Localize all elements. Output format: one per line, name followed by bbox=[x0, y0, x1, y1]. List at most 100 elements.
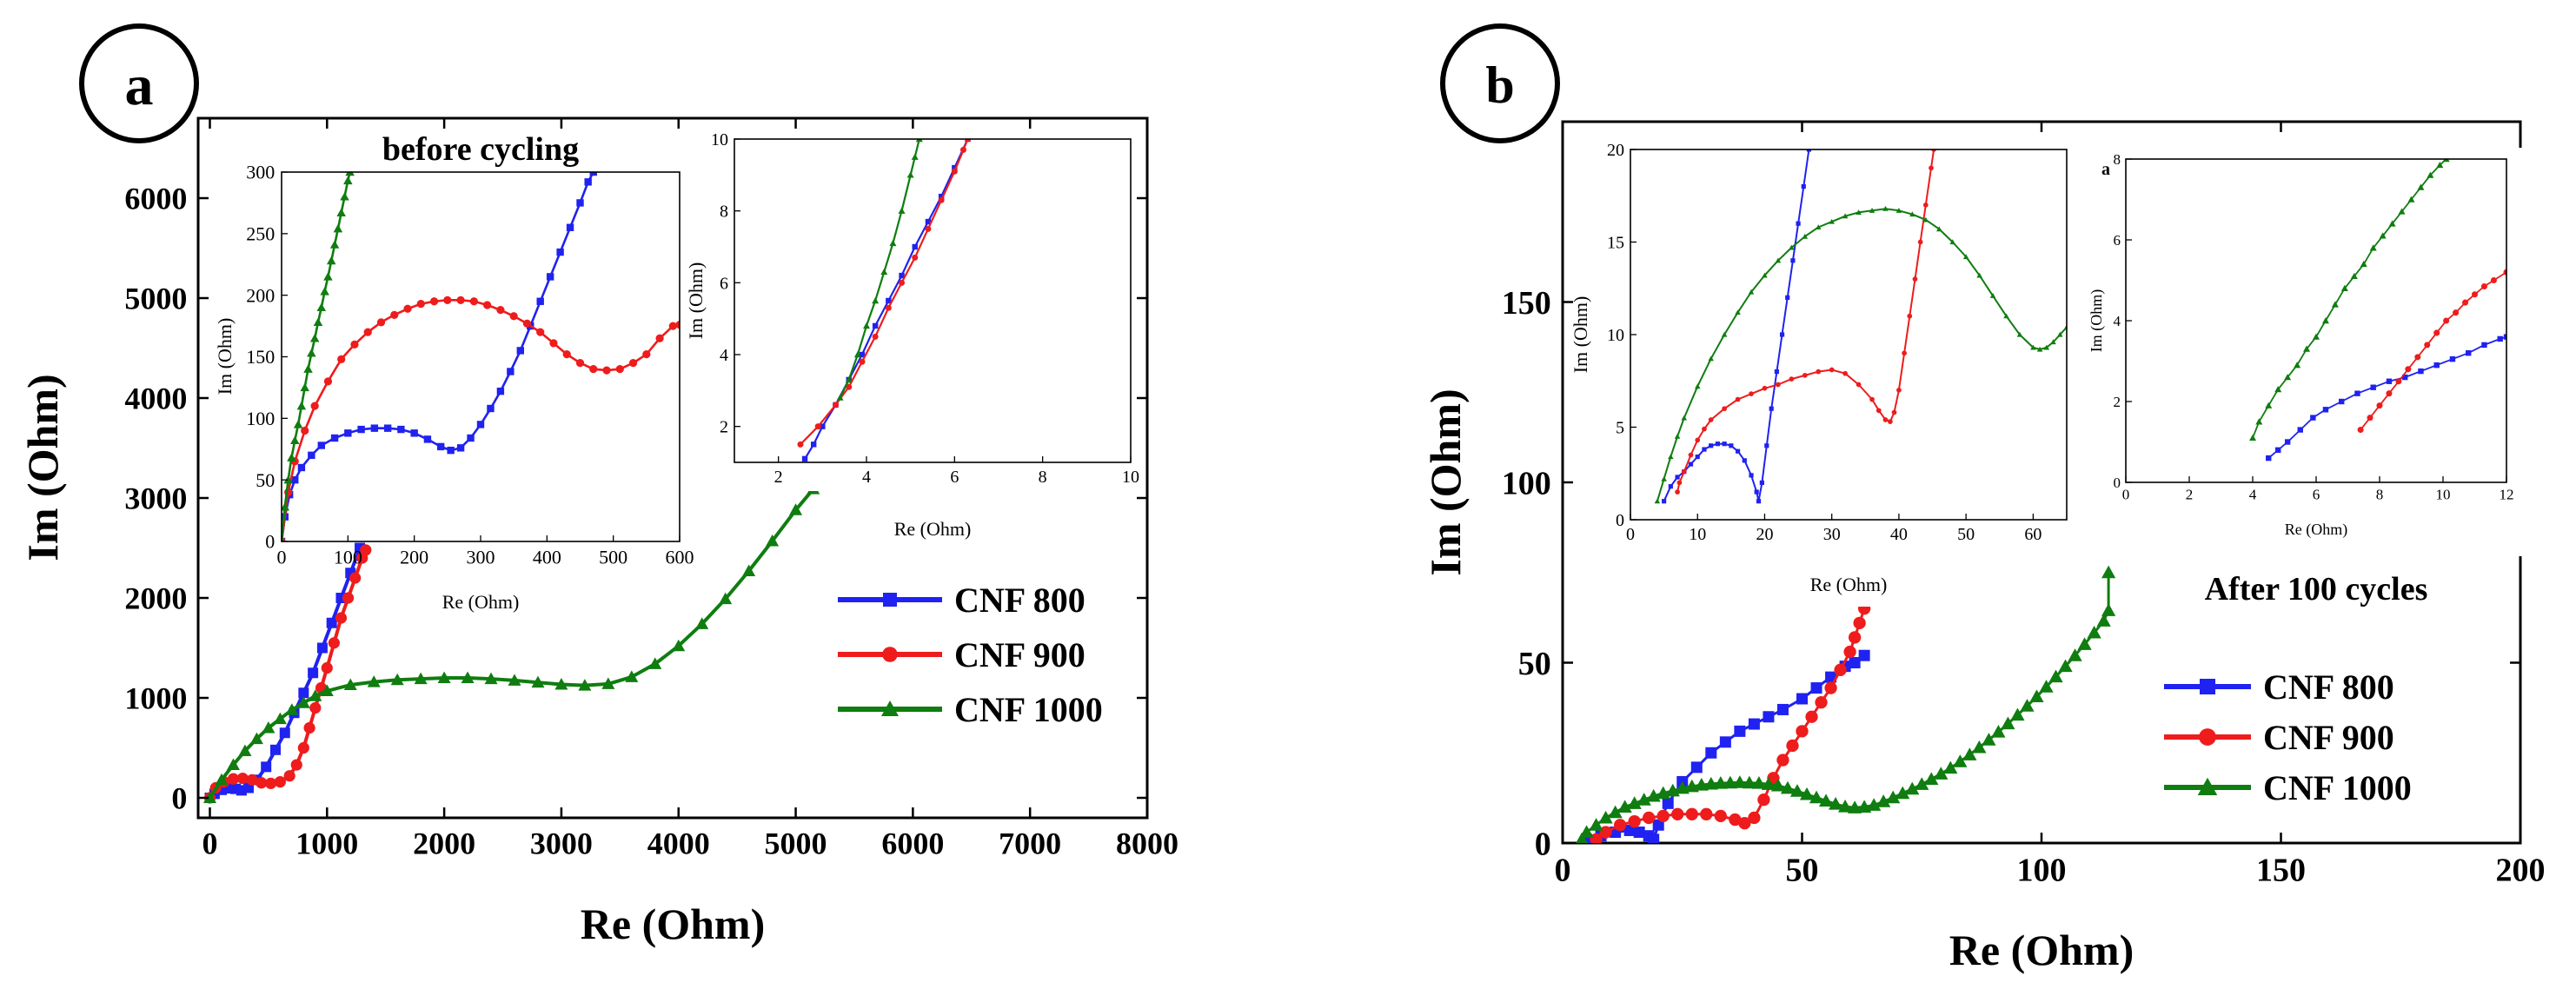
a-main-xtick-label-5000: 5000 bbox=[765, 826, 827, 860]
b-main-cnf-1000-point-32 bbox=[1876, 794, 1891, 807]
b-inset-2-ytick-label-0: 0 bbox=[2114, 475, 2121, 491]
b-inset-1-cnf-1000-point-11 bbox=[1775, 257, 1782, 263]
b-main-cnf-1000-point-46 bbox=[2010, 707, 2025, 721]
b-inset-1-cnf-900-point-11 bbox=[1776, 382, 1781, 388]
b-inset-1-cnf-900-point-4 bbox=[1695, 437, 1701, 443]
a-inset-1-cnf-900-point-32 bbox=[675, 321, 680, 329]
b-inset-2-cnf-800-point-1 bbox=[2275, 447, 2281, 453]
b-main-cnf-1000-point-48 bbox=[2029, 689, 2044, 703]
b-inset-2-cnf-1000-point-8 bbox=[2321, 317, 2329, 324]
a-inset-2-cnf-1000-point-3 bbox=[863, 322, 870, 329]
b-main-cnf-800-point-10 bbox=[1690, 761, 1703, 774]
b-inset-2-xtick-label-0: 0 bbox=[2122, 487, 2130, 503]
b-inset-2-cnf-900-point-10 bbox=[2453, 309, 2460, 316]
a-inset-1-cnf-1000-line bbox=[282, 172, 351, 541]
a-inset-2-xlabel: Re (Ohm) bbox=[894, 518, 972, 540]
b-main-cnf-900-point-9 bbox=[1714, 809, 1727, 823]
b-inset-1-ytick-label-5: 5 bbox=[1616, 419, 1624, 438]
b-inset-2-cnf-900-point-8 bbox=[2433, 329, 2440, 336]
b-inset-1-cnf-1000-point-14 bbox=[1815, 224, 1822, 230]
a-inset-1-cnf-900-point-12 bbox=[416, 299, 425, 309]
legend-0-cnf-900-marker bbox=[882, 647, 898, 662]
panel-a-inset-zoom: 2 4 6 8 10 2 4 6 8 10 Re (Ohm) Im (Ohm) bbox=[685, 130, 1139, 540]
a-inset-2-cnf-900-point-6 bbox=[885, 304, 892, 311]
b-inset-1-ytick-label-15: 15 bbox=[1607, 234, 1624, 253]
b-main-cnf-1000-point-19 bbox=[1751, 775, 1767, 789]
b-main-cnf-1000-point-27 bbox=[1828, 797, 1843, 810]
a-main-cnf-900-point-13 bbox=[309, 701, 322, 714]
b-main-cnf-900-point-2 bbox=[1613, 819, 1627, 832]
panel-a-insets-background bbox=[280, 139, 1133, 541]
b-inset-1-cnf-1000-point-25 bbox=[1962, 254, 1969, 260]
b-inset-2-xtick-label-10: 10 bbox=[2436, 487, 2451, 503]
a-main-cnf-1000-point-27 bbox=[719, 592, 733, 605]
b-inset-2-cnf-900-point-15 bbox=[2503, 269, 2506, 276]
a-inset-1-cnf-1000-point-13 bbox=[320, 287, 329, 295]
b-main-ytick-label-150: 150 bbox=[1502, 285, 1551, 322]
b-main-cnf-1000-point-26 bbox=[1818, 793, 1834, 807]
b-inset-1-cnf-1000-point-28 bbox=[2003, 313, 2009, 319]
b-main-cnf-1000-point-39 bbox=[1943, 760, 1958, 774]
b-inset-2-cnf-800-point-12 bbox=[2433, 362, 2440, 369]
b-main-cnf-900-point-13 bbox=[1757, 793, 1770, 807]
b-inset-1-cnf-800-point-9 bbox=[1722, 442, 1727, 447]
b-inset-1-cnf-900-point-5 bbox=[1702, 426, 1707, 432]
a-inset-1-cnf-1000-point-15 bbox=[327, 256, 336, 265]
b-inset-1-cnf-1000-point-32 bbox=[2043, 344, 2050, 350]
a-inset-1-cnf-900-point-26 bbox=[602, 366, 611, 375]
b-inset-2-series bbox=[2249, 159, 2506, 461]
b-main-cnf-1000-point-44 bbox=[1991, 725, 2006, 738]
b-inset-2-ylabel: Im (Ohm) bbox=[2088, 289, 2106, 352]
b-inset-1-ytick-label-10: 10 bbox=[1607, 326, 1624, 345]
a-main-cnf-900-point-7 bbox=[264, 777, 277, 789]
b-inset-1-cnf-1000-point-23 bbox=[1936, 226, 1942, 232]
b-main-cnf-1000-point-55 bbox=[2096, 614, 2111, 627]
b-inset-1-cnf-900-point-8 bbox=[1735, 396, 1741, 402]
b-inset-1-cnf-900-point-15 bbox=[1829, 367, 1835, 373]
a-inset-1-cnf-900-point-16 bbox=[469, 297, 478, 306]
b-main-cnf-1000-point-54 bbox=[2087, 625, 2101, 639]
b-inset-2-cnf-900-point-7 bbox=[2424, 342, 2431, 349]
b-inset-1-cnf-900-point-14 bbox=[1816, 369, 1822, 375]
a-main-cnf-1000-point-30 bbox=[789, 503, 803, 515]
b-main-cnf-900-point-19 bbox=[1815, 696, 1828, 709]
b-main-cnf-1000-point-14 bbox=[1703, 776, 1718, 790]
b-inset-2-cnf-1000-point-12 bbox=[2360, 260, 2367, 268]
a-inset-1-cnf-900-point-9 bbox=[376, 318, 386, 327]
b-main-cnf-800-point-4 bbox=[1633, 827, 1645, 839]
b-inset-1-series bbox=[1654, 149, 2067, 504]
b-inset-1-cnf-800-point-19 bbox=[1774, 369, 1779, 375]
b-inset-1-cnf-1000-point-27 bbox=[1989, 293, 1996, 298]
panel-a-frame bbox=[196, 116, 1149, 820]
a-inset-1-title: before cycling bbox=[382, 131, 579, 168]
legend-1-cnf-1000-label: CNF 1000 bbox=[2263, 768, 2412, 807]
b-main-cnf-1000-point-36 bbox=[1915, 777, 1929, 790]
a-main-cnf-1000-point-15 bbox=[437, 671, 451, 683]
b-main-ylabel: Im (Ohm) bbox=[1421, 388, 1470, 575]
a-main-cnf-1000-point-7 bbox=[285, 703, 299, 715]
a-inset-1-cnf-1000-point-19 bbox=[340, 192, 349, 201]
a-inset-2-cnf-900-line bbox=[800, 139, 969, 446]
a-inset-2-cnf-800-point-11 bbox=[938, 193, 945, 200]
a-inset-2-cnf-900-point-10 bbox=[938, 196, 945, 203]
b-inset-2-cnf-1000-point-5 bbox=[2294, 362, 2301, 369]
a-inset-2-cnf-900-point-12 bbox=[959, 146, 966, 153]
b-inset-2-cnf-800-point-7 bbox=[2354, 390, 2360, 396]
b-inset-1-cnf-800-point-25 bbox=[1806, 149, 1812, 152]
a-inset-2-cnf-800-point-10 bbox=[925, 218, 932, 225]
b-inset-1-cnf-800-point-0 bbox=[1662, 499, 1667, 504]
b-main-cnf-800-point-14 bbox=[1748, 718, 1760, 730]
a-main-cnf-1000-point-23 bbox=[625, 670, 639, 682]
b-main-cnf-1000-point-40 bbox=[1953, 754, 1968, 767]
a-inset-2-cnf-800-point-6 bbox=[872, 322, 879, 329]
a-inset-2-cnf-800-point-1 bbox=[811, 442, 817, 448]
a-inset-2-xtick-label-6: 6 bbox=[950, 468, 959, 487]
a-main-cnf-900-point-10 bbox=[290, 759, 302, 771]
b-inset-1-cnf-800-point-1 bbox=[1668, 484, 1673, 489]
a-inset-1-cnf-900-point-4 bbox=[310, 402, 319, 410]
a-main-cnf-1000-point-8 bbox=[296, 696, 310, 708]
b-inset-1-cnf-900-point-27 bbox=[1917, 239, 1923, 245]
b-inset-1-cnf-900-point-19 bbox=[1876, 408, 1882, 414]
b-main-cnf-1000-point-15 bbox=[1713, 775, 1728, 789]
b-inset-2-cnf-800-point-9 bbox=[2386, 378, 2393, 384]
